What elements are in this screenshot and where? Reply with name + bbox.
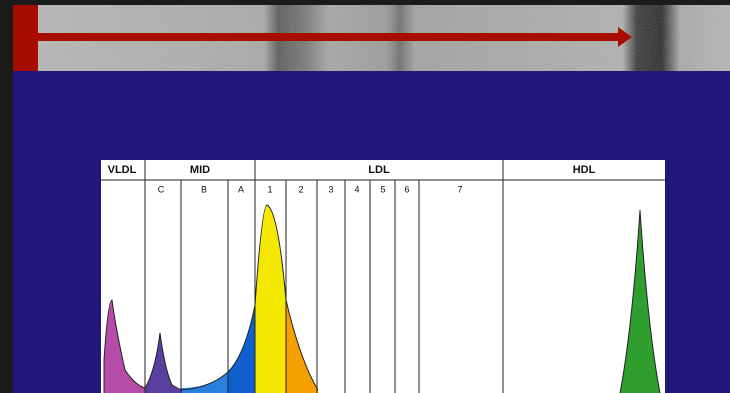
sub-label: 1 <box>267 184 272 194</box>
sub-label: 3 <box>328 184 333 194</box>
group-label: VLDL <box>108 164 137 176</box>
arrow-shaft <box>38 33 620 41</box>
sub-label: 6 <box>404 184 409 194</box>
sub-label: 2 <box>298 184 303 194</box>
group-label: LDL <box>368 164 390 176</box>
group-label: HDL <box>573 164 596 176</box>
sub-label: 5 <box>380 184 385 194</box>
sub-label: 4 <box>354 184 359 194</box>
sub-label: B <box>201 184 207 194</box>
red-bar <box>13 5 38 71</box>
sub-label: C <box>158 184 165 194</box>
page: VLDL MID LDL HDL C B A 1 2 3 4 5 6 7 (()… <box>0 0 730 393</box>
slide: VLDL MID LDL HDL C B A 1 2 3 4 5 6 7 <box>0 0 730 393</box>
group-label: MID <box>190 164 210 176</box>
chart-box <box>101 160 665 393</box>
sub-label: 7 <box>457 184 462 194</box>
sub-label: A <box>238 184 244 194</box>
